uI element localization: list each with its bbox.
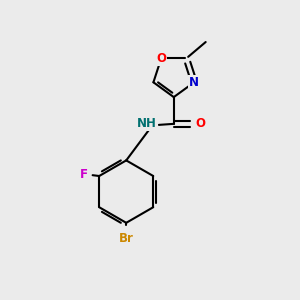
Text: NH: NH xyxy=(137,117,157,130)
Text: F: F xyxy=(80,168,88,181)
Text: O: O xyxy=(156,52,166,65)
Text: N: N xyxy=(189,76,199,89)
Text: O: O xyxy=(196,117,206,130)
Text: Br: Br xyxy=(119,232,134,245)
